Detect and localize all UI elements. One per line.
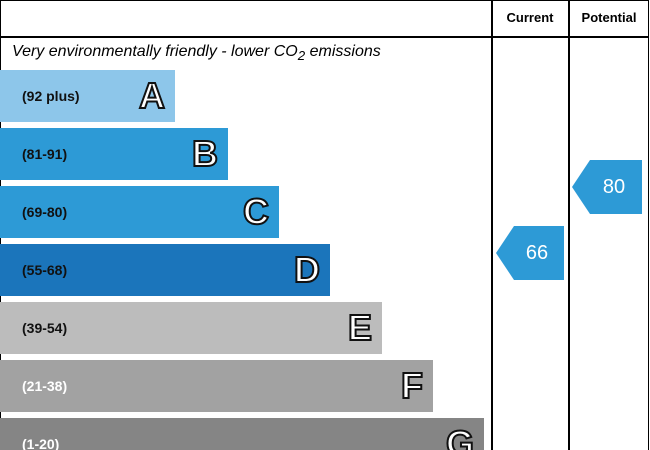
band-range: (21-38) [22,378,68,394]
rating-band: (81-91) B [0,128,228,180]
band-letter: E [347,306,373,349]
band-letter: C [242,190,270,233]
subtitle-text: Very environmentally friendly - lower CO [12,43,298,60]
rating-band: (39-54) E [0,302,382,354]
band-range: (69-80) [22,204,68,220]
rating-band: (55-68) D [0,244,330,296]
band-range: (55-68) [22,262,68,278]
band-range: (81-91) [22,146,68,162]
band-range: (39-54) [22,320,68,336]
band-range: (92 plus) [22,88,80,104]
band-letter: G [445,422,475,450]
subtitle-subscript: 2 [297,48,306,64]
band-letter: F [400,364,424,407]
current-header: Current [506,10,554,25]
potential-header: Potential [581,10,637,25]
column-rule [491,0,493,450]
band-letter: B [191,132,219,175]
header-rule [0,36,649,38]
rating-band: (1-20) G [0,418,484,450]
column-rule [568,0,570,450]
band-range: (1-20) [22,436,60,450]
rating-band: (69-80) C [0,186,279,238]
band-letter: A [138,74,166,117]
rating-band: (92 plus) A [0,70,175,122]
subtitle-suffix: emissions [305,43,381,60]
subtitle: Very environmentally friendly - lower CO… [12,43,381,63]
rating-band: (21-38) F [0,360,433,412]
band-letter: D [293,248,321,291]
